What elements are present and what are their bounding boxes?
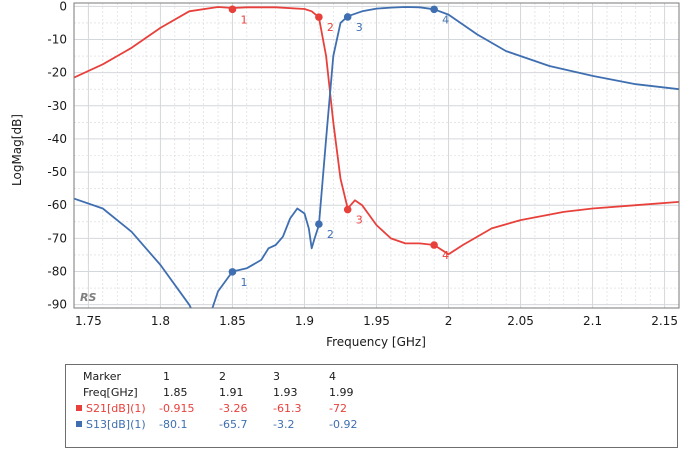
s21-value-1: -0.915 (159, 402, 195, 415)
s21-value-4: -72 (329, 402, 347, 415)
s21-marker-label-2: 2 (327, 21, 334, 34)
s13-value-3: -3.2 (273, 418, 295, 431)
s13-marker-point-2[interactable] (315, 220, 323, 228)
s21-label-cell: S21[dB](1) (76, 401, 159, 417)
s13-label: S13[dB](1) (86, 418, 146, 431)
marker-layer: 1 2 3 4 1 2 3 4 (228, 5, 449, 289)
s21-marker-label-1: 1 (240, 13, 247, 26)
x-tick-label: 1.85 (219, 314, 246, 328)
s13-marker-label-2: 2 (327, 228, 334, 241)
s13-marker-point-4[interactable] (430, 5, 438, 14)
freq-value-3: 1.93 (273, 386, 298, 399)
s21-marker-label-3: 3 (356, 214, 363, 227)
freq-value-2: 1.91 (219, 386, 244, 399)
freq-value-4: 1.99 (329, 386, 354, 399)
s13-label-cell: S13[dB](1) (76, 417, 159, 433)
x-tick-label: 1.8 (151, 314, 170, 328)
s21-swatch-icon (76, 405, 82, 411)
x-axis-title: Frequency [GHz] (326, 335, 426, 349)
y-tick-label: -80 (47, 265, 67, 279)
plot-frame (73, 2, 680, 309)
tick-labels: 1.75 1.8 1.85 1.9 1.95 2 2.05 2.1 2.15 0 -10 -20 -30… (47, 0, 678, 328)
s21-label: S21[dB](1) (86, 402, 146, 415)
y-tick-label: -50 (47, 165, 67, 179)
freq-value-1: 1.85 (163, 386, 188, 399)
y-tick-label: -90 (47, 298, 67, 312)
y-tick-label: -40 (47, 132, 67, 146)
x-tick-label: 1.75 (75, 314, 102, 328)
x-tick-label: 1.95 (363, 314, 390, 328)
marker-header-2: 2 (219, 370, 226, 383)
y-tick-label: 0 (59, 0, 67, 13)
marker-header-label: Marker (83, 370, 122, 383)
logmag-chart: 1 2 3 4 1 2 3 4 1.75 1.8 1.85 1.9 1.95 2 2.05 2.1 2.15 0… (10, 0, 680, 349)
s13-value-1: -80.1 (159, 418, 188, 431)
s13-swatch-icon (76, 421, 82, 427)
marker-readout-table: Marker 1 2 3 4 Freq[GHz] 1.85 1.91 1.93 … (65, 364, 678, 448)
s13-marker-point-3[interactable] (343, 13, 352, 21)
y-axis-title: LogMag[dB] (10, 114, 24, 186)
s13-trace (74, 6, 679, 308)
s21-marker-label-4: 4 (442, 249, 449, 262)
y-tick-label: -10 (47, 32, 67, 46)
x-tick-label: 2.05 (507, 314, 534, 328)
s13-value-2: -65.7 (219, 418, 248, 431)
s13-marker-label-4: 4 (442, 13, 449, 26)
s13-marker-label-1: 1 (240, 276, 247, 289)
s21-value-3: -61.3 (273, 402, 302, 415)
y-tick-label: -20 (47, 66, 67, 80)
grid (74, 3, 679, 308)
y-tick-label: -70 (47, 231, 67, 245)
x-tick-label: 2.15 (651, 314, 678, 328)
x-tick-label: 2.1 (583, 314, 602, 328)
s13-value-4: -0.92 (329, 418, 358, 431)
marker-header-4: 4 (329, 370, 336, 383)
s21-value-2: -3.26 (219, 402, 248, 415)
s13-marker-label-3: 3 (356, 21, 363, 34)
watermark: RS (80, 291, 96, 304)
x-tick-label: 2 (445, 314, 453, 328)
marker-header-1: 1 (163, 370, 170, 383)
freq-label: Freq[GHz] (83, 386, 138, 399)
y-tick-label: -30 (47, 99, 67, 113)
s21-marker-point-1[interactable] (228, 5, 237, 14)
s21-marker-point-3[interactable] (343, 205, 352, 214)
s21-marker-point-4[interactable] (430, 241, 438, 249)
s13-marker-point-1[interactable] (228, 268, 237, 276)
marker-header-3: 3 (273, 370, 280, 383)
y-tick-label: -60 (47, 198, 67, 212)
x-tick-label: 1.9 (295, 314, 314, 328)
s21-marker-point-2[interactable] (315, 13, 323, 21)
